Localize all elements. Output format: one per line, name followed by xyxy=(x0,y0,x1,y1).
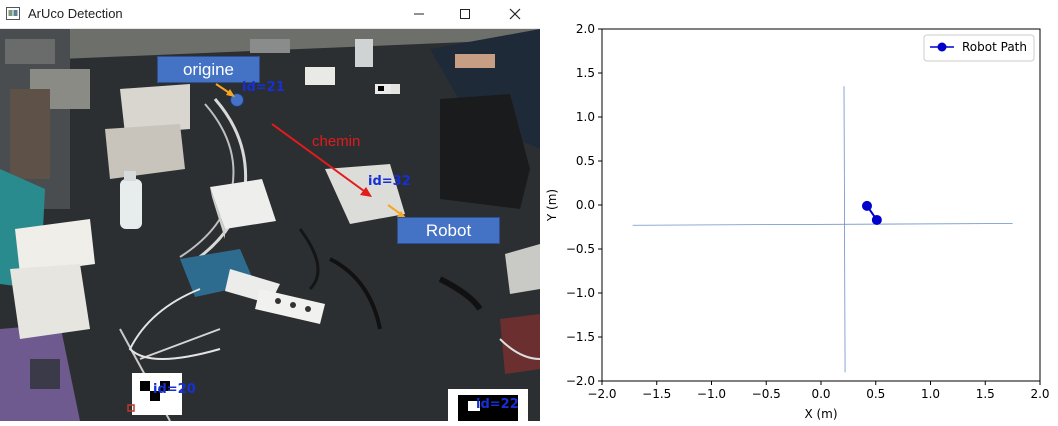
app-icon xyxy=(6,7,20,20)
legend: Robot Path xyxy=(923,34,1035,62)
x-tick-label: −0.5 xyxy=(752,387,781,401)
y-tick-label: −1.5 xyxy=(566,330,595,344)
data-point xyxy=(871,214,882,225)
close-icon xyxy=(509,8,521,20)
reference-line-1 xyxy=(632,223,1013,226)
y-tick-label: −1.0 xyxy=(566,286,595,300)
close-button[interactable] xyxy=(492,0,538,28)
y-tick-label: 2.0 xyxy=(576,22,595,36)
x-tick-label: 1.0 xyxy=(921,387,940,401)
robot-label: Robot xyxy=(397,217,500,244)
marker-id-21: id=21 xyxy=(242,80,285,95)
maximize-icon xyxy=(460,9,470,19)
origin-label: origine xyxy=(157,56,260,83)
y-tick-label: 0.5 xyxy=(576,154,595,168)
window-title: ArUco Detection xyxy=(28,6,123,21)
camera-feed: origine Robot chemin id=21 id=32 id=20 i… xyxy=(0,29,540,421)
data-point xyxy=(861,200,872,211)
maximize-button[interactable] xyxy=(442,0,488,28)
x-tick-label: −2.0 xyxy=(587,387,616,401)
x-tick-label: 0.5 xyxy=(866,387,885,401)
marker-id-20: id=20 xyxy=(153,382,196,397)
reference-line-0 xyxy=(843,86,846,373)
y-tick-label: 1.5 xyxy=(576,66,595,80)
chart-svg: −2.0 −1.5 −1.0 −0.5 0.0 0.5 1.0 1.5 2.0 2.0 1.5 1.… xyxy=(545,22,1050,421)
robot-path-plot: −2.0 −1.5 −1.0 −0.5 0.0 0.5 1.0 1.5 2.0 2.0 1.5 1.… xyxy=(540,0,1058,421)
x-tick-label: 2.0 xyxy=(1030,387,1049,401)
minimize-icon xyxy=(414,13,424,15)
legend-frame xyxy=(923,34,1035,62)
x-tick-label: 1.5 xyxy=(976,387,995,401)
legend-entry-robot-path: Robot Path xyxy=(962,40,1027,54)
minimize-button[interactable] xyxy=(396,0,442,28)
x-tick-label: 0.0 xyxy=(811,387,830,401)
legend-marker xyxy=(937,42,947,52)
y-tick-label: −0.5 xyxy=(566,242,595,256)
y-tick-label: −2.0 xyxy=(566,374,595,388)
plot-area xyxy=(601,28,1041,382)
path-label: chemin xyxy=(312,133,361,150)
marker-id-22: id=22 xyxy=(476,397,519,412)
aruco-detection-window: ArUco Detection xyxy=(0,0,540,421)
marker-id-32: id=32 xyxy=(368,174,411,189)
x-axis-label: X (m) xyxy=(804,407,837,421)
window-titlebar[interactable]: ArUco Detection xyxy=(0,0,540,29)
y-tick-label: 1.0 xyxy=(576,110,595,124)
y-axis-label: Y (m) xyxy=(545,189,559,222)
x-tick-label: −1.5 xyxy=(642,387,671,401)
x-tick-label: −1.0 xyxy=(697,387,726,401)
y-tick-label: 0.0 xyxy=(576,198,595,212)
